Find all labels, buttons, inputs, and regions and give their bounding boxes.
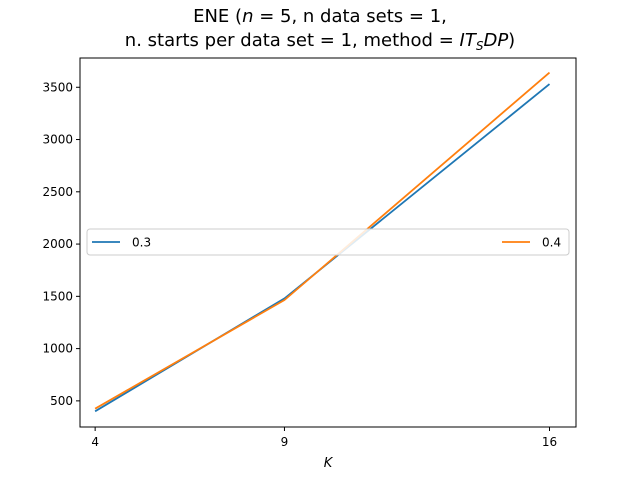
- y-tick-label: 3000: [42, 133, 73, 147]
- series-line-0.3: [94, 83, 551, 413]
- y-tick-label: 500: [50, 394, 73, 408]
- title-n-variable: n: [242, 6, 254, 27]
- title-prefix: ENE (: [193, 6, 243, 27]
- legend-box: [86, 228, 570, 256]
- chart-title-line-2: n. starts per data set = 1, method = ITS…: [0, 30, 640, 53]
- x-tick-label: 16: [542, 435, 557, 449]
- legend: 0.3 0.4: [86, 228, 570, 256]
- legend-label-0.4: 0.4: [542, 236, 561, 250]
- y-tick-label: 2500: [42, 185, 73, 199]
- title-n-equation: = 5, n data sets = 1,: [253, 6, 447, 27]
- title-method-subscript: S: [475, 39, 484, 53]
- y-tick-label: 1500: [42, 289, 73, 303]
- x-tick-label: 4: [91, 435, 99, 449]
- x-axis-label: K: [324, 456, 334, 471]
- chart-title-line-1: ENE (n = 5, n data sets = 1,: [0, 6, 640, 27]
- y-tick-label: 1000: [42, 342, 73, 356]
- title-method-part-a: IT: [459, 30, 476, 51]
- y-tick-label: 3500: [42, 80, 73, 94]
- title-suffix: ): [508, 30, 516, 51]
- series-line-0.4: [94, 71, 551, 410]
- series-layer: [94, 71, 551, 413]
- x-tick-label: 9: [281, 435, 289, 449]
- axis-ticks-layer: 4 9 16 500 1000 1500 2000 2500 3000 3500: [42, 80, 557, 449]
- title-line2-prefix: n. starts per data set = 1, method =: [124, 30, 460, 51]
- title-method-part-b: DP: [483, 30, 509, 51]
- axes-frame: [79, 57, 577, 428]
- legend-label-0.3: 0.3: [132, 236, 151, 250]
- y-tick-label: 2000: [42, 237, 73, 251]
